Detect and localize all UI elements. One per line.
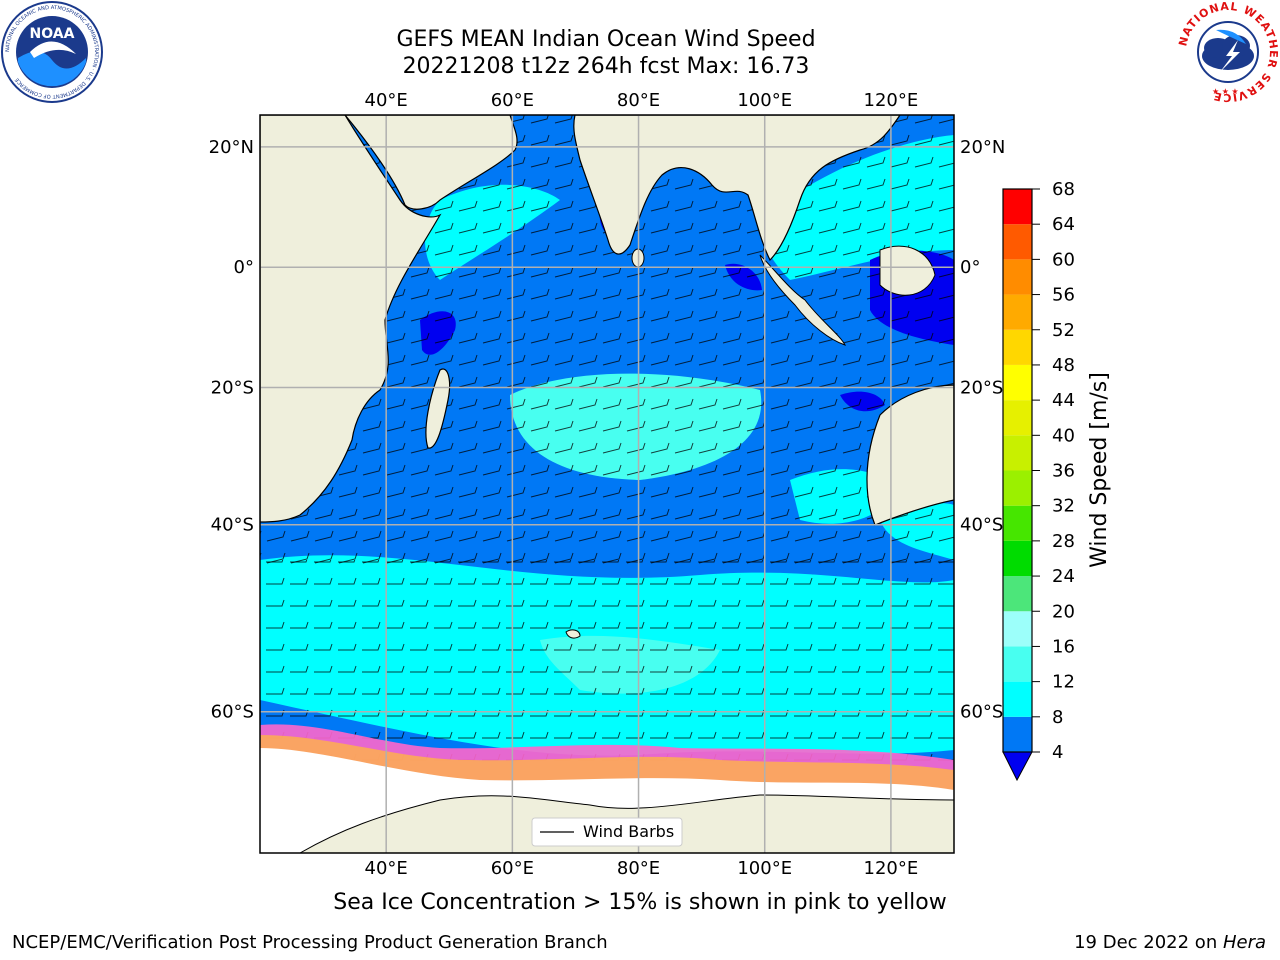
svg-text:★ ★ ★: ★ ★ ★ (1212, 87, 1239, 96)
lon-tick-label: 100°E (737, 90, 792, 111)
lat-tick-label: 40°S (960, 515, 1003, 536)
map-frame (259, 114, 955, 854)
map-gridlines (260, 115, 954, 853)
lon-tick-label: 120°E (864, 858, 919, 879)
noaa-logo: NATIONAL OCEANIC AND ATMOSPHERIC ADMINIS… (1, 1, 103, 103)
map-legend: Wind Barbs (531, 817, 683, 847)
nws-logo: NATIONAL WEATHER SERVICE ★ ★ ★ (1176, 0, 1279, 104)
lat-tick-label: 20°N (209, 137, 254, 158)
lon-tick-labels-top: 40°E 60°E 80°E 100°E 120°E (365, 90, 919, 111)
arabian-peninsula (344, 115, 518, 210)
asia-landmass (573, 115, 901, 262)
footer-date: 19 Dec 2022 on Hera (1074, 932, 1266, 953)
footer-date-text: 19 Dec 2022 on (1074, 932, 1223, 953)
lat-tick-label: 20°S (960, 377, 1003, 398)
lat-tick-label: 40°S (211, 515, 254, 536)
lon-tick-label: 60°E (491, 858, 534, 879)
lat-tick-label: 0° (960, 257, 980, 278)
lon-tick-label: 60°E (491, 90, 534, 111)
lon-tick-label: 100°E (737, 858, 792, 879)
lat-tick-labels-left: 20°N 0° 20°S 40°S 60°S (209, 137, 254, 723)
noaa-logo-text: NOAA (30, 26, 75, 42)
lat-tick-label: 60°S (960, 702, 1003, 723)
lat-tick-label: 60°S (211, 702, 254, 723)
map-title: GEFS MEAN Indian Ocean Wind Speed (396, 27, 816, 52)
lat-tick-label: 0° (234, 257, 254, 278)
sea-ice-caption: Sea Ice Concentration > 15% is shown in … (333, 890, 947, 915)
lon-tick-label: 80°E (617, 90, 660, 111)
lon-tick-label: 40°E (365, 858, 408, 879)
legend-label: Wind Barbs (583, 822, 674, 841)
lon-tick-label: 80°E (617, 858, 660, 879)
footer-credit: NCEP/EMC/Verification Post Processing Pr… (12, 932, 608, 953)
lat-tick-label: 20°N (960, 137, 1005, 158)
lon-tick-label: 120°E (864, 90, 919, 111)
map-subtitle: 20221208 t12z 264h fcst Max: 16.73 (402, 54, 810, 79)
footer-host: Hera (1222, 932, 1266, 953)
australia-landmass (866, 384, 954, 526)
lon-tick-label: 40°E (365, 90, 408, 111)
map-contents (260, 115, 954, 853)
lat-tick-labels-right: 20°N 0° 20°S 40°S 60°S (960, 137, 1005, 723)
lat-tick-label: 20°S (211, 377, 254, 398)
madagascar (425, 368, 451, 449)
lon-tick-labels-bottom: 40°E 60°E 80°E 100°E 120°E (365, 858, 919, 879)
